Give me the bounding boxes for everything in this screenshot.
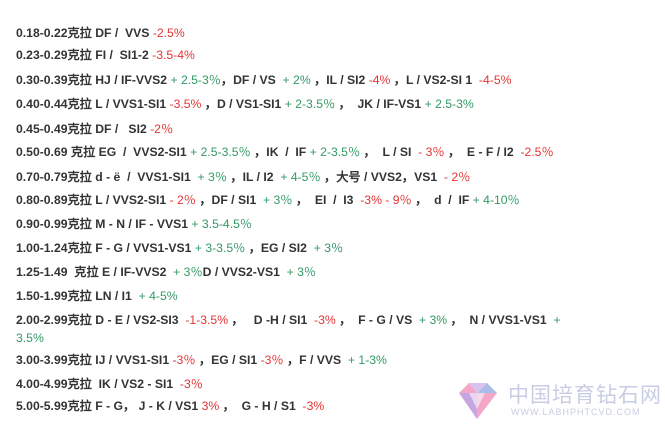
price-line: 0.40-0.44克拉 L / VVS1-SI1 -3.5% ，D / VS1-… (16, 96, 474, 112)
watermark: 中国培育钻石网 WWW.LABHPHTCVD.COM (453, 379, 663, 423)
price-line: 4.00-4.99克拉 IK / VS2 - SI1 -3％ (16, 376, 203, 392)
decrease-value: 3% (201, 399, 220, 413)
grade-text: ， L / SI (360, 145, 419, 159)
grade-text: ，IL / SI2 (310, 73, 369, 87)
grade-text: 0.45-0.49克拉 DF / SI2 (16, 122, 151, 136)
decrease-value: -2.5% (152, 26, 185, 40)
decrease-value: -4% (368, 73, 391, 87)
grade-text: 0.23-0.29克拉 FI / SI1-2 (16, 48, 153, 62)
increase-value: + 4-5% (135, 289, 178, 303)
increase-value: 3.5% (16, 331, 44, 345)
grade-text: 1.00-1.24克拉 F - G / VVS1-VS1 (16, 241, 195, 255)
grade-text: 5.00-5.99克拉 F - G， J - K / VS1 (16, 399, 202, 413)
increase-value: + 4-5％ (276, 170, 321, 184)
increase-value: + 3% (415, 313, 448, 327)
increase-value: + 3.5-4.5％ (191, 217, 253, 231)
price-line: 2.00-2.99克拉 D - E / VS2-SI3 -1-3.5% ， D … (16, 312, 561, 328)
price-line: 0.30-0.39克拉 HJ / IF-VVS2 + 2.5-3％，DF / V… (16, 72, 511, 88)
price-line: 0.23-0.29克拉 FI / SI1-2 -3.5-4% (16, 47, 195, 63)
grade-text: 4.00-4.99克拉 IK / VS2 - SI1 (16, 377, 177, 391)
increase-value: + 3％ (283, 265, 317, 279)
decrease-value: -3.5-4% (152, 48, 195, 62)
price-line: 5.00-5.99克拉 F - G， J - K / VS1 3% ， G - … (16, 398, 324, 414)
grade-text: ， N / VVS1-VS1 (447, 313, 551, 327)
grade-text: 0.30-0.39克拉 HJ / IF-VVS2 (16, 73, 168, 87)
decrease-value: - 3％ (418, 145, 445, 159)
grade-text: ，DF / SI1 (195, 193, 260, 207)
increase-value: + 4-10％ (472, 193, 520, 207)
decrease-value: -2.5％ (520, 145, 554, 159)
grade-text: D / VVS2-VS1 (202, 265, 284, 279)
price-line: 0.70-0.79克拉 d - ë / VVS1-SI1 + 3％ ，IL / … (16, 169, 470, 185)
decrease-value: - 2％ (169, 193, 196, 207)
grade-text: ，F / VVS (283, 353, 345, 367)
grade-text: 0.18-0.22克拉 DF / VVS (16, 26, 153, 40)
decrease-value: -3％ (260, 353, 284, 367)
grade-text: 1.50-1.99克拉 LN / I1 (16, 289, 136, 303)
increase-value: + 2.5-3％ (167, 73, 221, 87)
diamond-logo-icon (459, 383, 497, 419)
decrease-value: -3％ (172, 353, 196, 367)
grade-text: ，IL / I2 (227, 170, 277, 184)
price-line: 0.90-0.99克拉 M - N / IF - VVS1 + 3.5-4.5％ (16, 216, 252, 232)
grade-text: ，L / VS2-SI 1 (390, 73, 476, 87)
price-line: 0.80-0.89克拉 L / VVS2-SI1 - 2％ ，DF / SI1 … (16, 192, 520, 208)
decrease-value: -2％ (150, 122, 174, 136)
decrease-value: -3% - 9％ (360, 193, 412, 207)
grade-text: ，IK / IF (250, 145, 310, 159)
increase-value: + 3-3.5％ (194, 241, 246, 255)
grade-text: 0.80-0.89克拉 L / VVS2-SI1 (16, 193, 170, 207)
increase-value: + 2-3.5％ (309, 145, 361, 159)
increase-value: + 2.5-3% (424, 97, 474, 111)
decrease-value: - 2％ (440, 170, 471, 184)
price-line: 3.00-3.99克拉 IJ / VVS1-SI1 -3％ ，EG / SI1 … (16, 352, 387, 368)
watermark-title: 中国培育钻石网 (508, 383, 662, 407)
grade-text: ， D -H / SI1 (228, 313, 311, 327)
grade-text: ，EG / SI1 (195, 353, 261, 367)
grade-text: 2.00-2.99克拉 D - E / VS2-SI3 (16, 313, 182, 327)
grade-text: ， JK / IF-VS1 (335, 97, 425, 111)
decrease-value: -1-3.5% (181, 313, 229, 327)
decrease-value: -3.5% (169, 97, 202, 111)
increase-value: + 3％ (310, 241, 344, 255)
grade-text: 0.70-0.79克拉 d - ë / VVS1-SI1 (16, 170, 198, 184)
price-line: 1.00-1.24克拉 F - G / VVS1-VS1 + 3-3.5％ ，E… (16, 240, 343, 256)
price-line: 3.5% (16, 330, 44, 346)
watermark-url: WWW.LABHPHTCVD.COM (511, 407, 641, 417)
grade-text: 0.50-0.69 克拉 EG / VVS2-SI1 (16, 145, 191, 159)
decrease-value: -3％ (176, 377, 203, 391)
grade-text: ，大号 / VVS2，VS1 (320, 170, 441, 184)
grade-text: ， F - G / VS (335, 313, 416, 327)
grade-text: 0.40-0.44克拉 L / VVS1-SI1 (16, 97, 170, 111)
grade-text: ， G - H / S1 (219, 399, 300, 413)
grade-text: ， d / IF (411, 193, 473, 207)
grade-text: ，DF / VS (220, 73, 280, 87)
increase-value: + (550, 313, 561, 327)
grade-text: 0.90-0.99克拉 M - N / IF - VVS1 (16, 217, 192, 231)
grade-text: ，EG / SI2 (245, 241, 311, 255)
increase-value: + 2.5-3.5％ (190, 145, 251, 159)
price-line: 1.25-1.49 克拉 E / IF-VVS2 + 3％D / VVS2-VS… (16, 264, 316, 280)
grade-text: 1.25-1.49 克拉 E / IF-VVS2 (16, 265, 174, 279)
increase-value: + 1-3% (344, 353, 387, 367)
price-line: 1.50-1.99克拉 LN / I1 + 4-5% (16, 288, 178, 304)
grade-text: 3.00-3.99克拉 IJ / VVS1-SI1 (16, 353, 173, 367)
decrease-value: -4-5% (475, 73, 512, 87)
increase-value: + 2% (279, 73, 311, 87)
grade-text: ，D / VS1-SI1 (201, 97, 285, 111)
increase-value: + 3％ (197, 170, 228, 184)
price-line: 0.18-0.22克拉 DF / VVS -2.5% (16, 25, 185, 41)
decrease-value: -3% (299, 399, 325, 413)
grade-text: ， E - F / I2 (444, 145, 521, 159)
grade-text: ， EI / I3 (292, 193, 361, 207)
increase-value: + 3％ (173, 265, 203, 279)
increase-value: + 3％ (259, 193, 293, 207)
price-line: 0.50-0.69 克拉 EG / VVS2-SI1 + 2.5-3.5％ ，I… (16, 144, 554, 160)
increase-value: + 2-3.5％ (284, 97, 336, 111)
decrease-value: -3% (310, 313, 336, 327)
price-line: 0.45-0.49克拉 DF / SI2 -2％ (16, 121, 173, 137)
